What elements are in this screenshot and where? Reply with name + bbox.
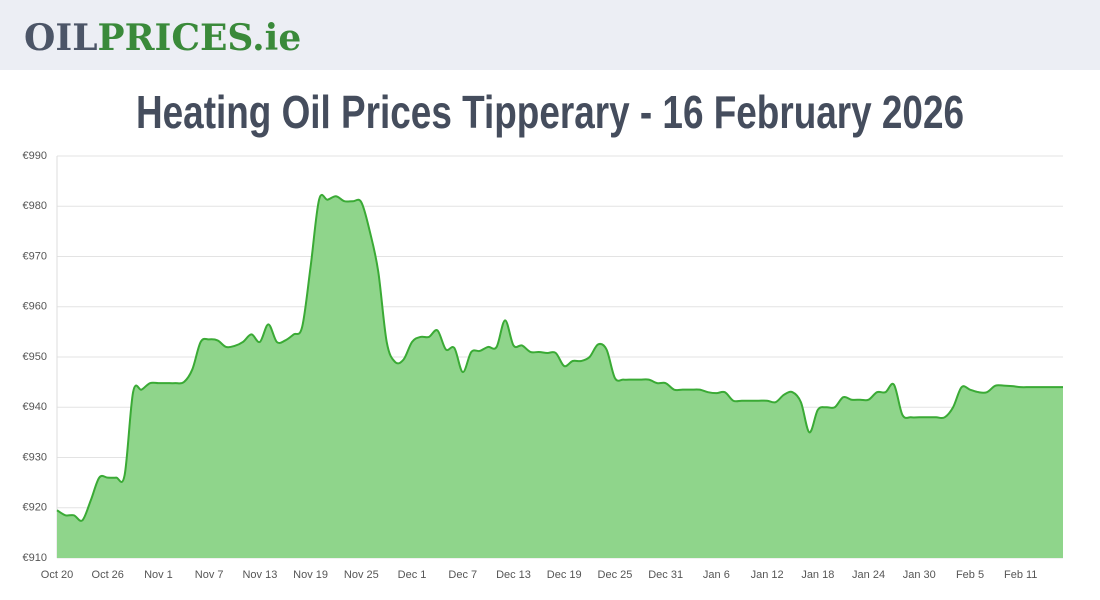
x-tick-label: Dec 25	[598, 569, 633, 581]
x-tick-label: Nov 1	[144, 569, 173, 581]
x-tick-label: Nov 19	[293, 569, 328, 581]
x-tick-label: Jan 12	[751, 569, 784, 581]
x-tick-label: Nov 7	[195, 569, 224, 581]
chart-title: Heating Oil Prices Tipperary - 16 Februa…	[136, 86, 964, 138]
x-tick-label: Jan 18	[801, 569, 834, 581]
x-tick-label: Oct 26	[92, 569, 124, 581]
x-tick-label: Jan 30	[903, 569, 936, 581]
x-tick-label: Dec 1	[398, 569, 427, 581]
line	[56, 193, 1064, 522]
x-tick-label: Nov 13	[242, 569, 277, 581]
x-tick-label: Feb 5	[956, 569, 984, 581]
y-tick-label: €920	[23, 502, 47, 514]
y-tick-label: €990	[23, 150, 47, 162]
x-tick-label: Dec 19	[547, 569, 582, 581]
plot: €910 €920 €930 €940 €950 €960 €970 €980 €990 Oct …	[23, 150, 1064, 581]
y-tick-label: €930	[23, 451, 47, 463]
y-tick-label: €950	[23, 351, 47, 363]
x-tick-label: Dec 31	[648, 569, 683, 581]
y-tick-label: €940	[23, 401, 47, 413]
x-tick-label: Jan 6	[703, 569, 730, 581]
x-tick-label: Nov 25	[344, 569, 379, 581]
logo[interactable]: OILPRICES.ie	[24, 17, 301, 59]
area	[57, 194, 1063, 559]
x-tick-label: Dec 13	[496, 569, 531, 581]
logo-right: PRICES.ie	[98, 17, 302, 59]
y-tick-label: €980	[23, 200, 47, 212]
x-tick-label: Dec 7	[448, 569, 477, 581]
y-tick-label: €960	[23, 301, 47, 313]
logo-left: OIL	[24, 17, 98, 59]
y-tick-label: €970	[23, 250, 47, 262]
x-tick-label: Oct 20	[41, 569, 73, 581]
x-tick-label: Jan 24	[852, 569, 885, 581]
header-bar	[0, 0, 1100, 70]
y-tick-label: €910	[23, 552, 47, 564]
x-tick-label: Feb 11	[1004, 569, 1037, 581]
